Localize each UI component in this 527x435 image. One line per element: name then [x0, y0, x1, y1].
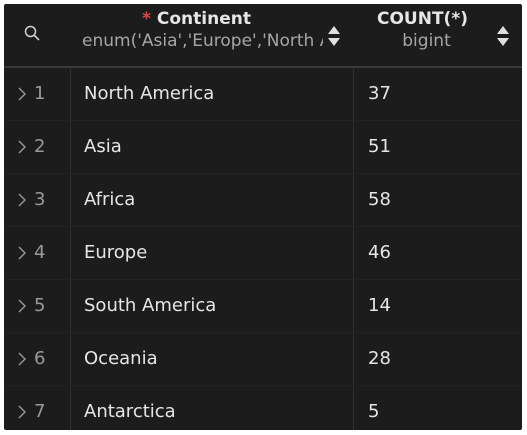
- cell-count[interactable]: 46: [353, 227, 522, 279]
- sort-icon[interactable]: [496, 25, 510, 47]
- cell-count[interactable]: 28: [353, 333, 522, 385]
- chevron-right-icon[interactable]: [18, 87, 26, 101]
- grid-header: *Continent enum('Asia','Europe','North A…: [4, 4, 522, 68]
- sort-icon[interactable]: [327, 25, 341, 47]
- cell-count[interactable]: 51: [353, 121, 522, 173]
- row-index[interactable]: 7: [4, 386, 70, 430]
- cell-count[interactable]: 37: [353, 68, 522, 120]
- row-index[interactable]: 4: [4, 227, 70, 279]
- chevron-right-icon[interactable]: [18, 405, 26, 419]
- cell-count[interactable]: 58: [353, 174, 522, 226]
- cell-count[interactable]: 5: [353, 386, 522, 430]
- cell-continent[interactable]: North America: [70, 68, 353, 120]
- cell-count[interactable]: 14: [353, 280, 522, 332]
- row-index[interactable]: 6: [4, 333, 70, 385]
- table-row[interactable]: 1 North America 37: [4, 68, 522, 120]
- row-index[interactable]: 5: [4, 280, 70, 332]
- chevron-right-icon[interactable]: [18, 193, 26, 207]
- cell-continent[interactable]: Africa: [70, 174, 353, 226]
- cell-continent[interactable]: Asia: [70, 121, 353, 173]
- cell-continent[interactable]: Oceania: [70, 333, 353, 385]
- column-name: * Continent: [142, 9, 251, 29]
- column-header-count[interactable]: COUNT(*) bigint: [353, 4, 522, 66]
- required-marker: *: [142, 9, 151, 29]
- row-index[interactable]: 2: [4, 121, 70, 173]
- cell-continent[interactable]: Europe: [70, 227, 353, 279]
- column-name: COUNT(*): [377, 9, 468, 29]
- column-type: bigint: [402, 31, 451, 51]
- search-icon[interactable]: [24, 25, 40, 41]
- table-row[interactable]: 6 Oceania 28: [4, 332, 522, 385]
- table-row[interactable]: 4 Europe 46: [4, 226, 522, 279]
- chevron-right-icon[interactable]: [18, 140, 26, 154]
- chevron-right-icon[interactable]: [18, 246, 26, 260]
- table-row[interactable]: 7 Antarctica 5: [4, 385, 522, 430]
- row-index[interactable]: 3: [4, 174, 70, 226]
- search-column: [4, 4, 70, 66]
- grid-body: 1 North America 37 2 Asia 51 3 Africa 58: [4, 68, 522, 430]
- column-header-continent[interactable]: *Continent enum('Asia','Europe','North A…: [70, 4, 353, 66]
- chevron-right-icon[interactable]: [18, 299, 26, 313]
- cell-continent[interactable]: Antarctica: [70, 386, 353, 430]
- column-type: enum('Asia','Europe','North America','Af…: [82, 31, 323, 51]
- table-row[interactable]: 2 Asia 51: [4, 120, 522, 173]
- row-index[interactable]: 1: [4, 68, 70, 120]
- table-row[interactable]: 5 South America 14: [4, 279, 522, 332]
- chevron-right-icon[interactable]: [18, 352, 26, 366]
- table-row[interactable]: 3 Africa 58: [4, 173, 522, 226]
- cell-continent[interactable]: South America: [70, 280, 353, 332]
- results-grid: *Continent enum('Asia','Europe','North A…: [4, 4, 522, 430]
